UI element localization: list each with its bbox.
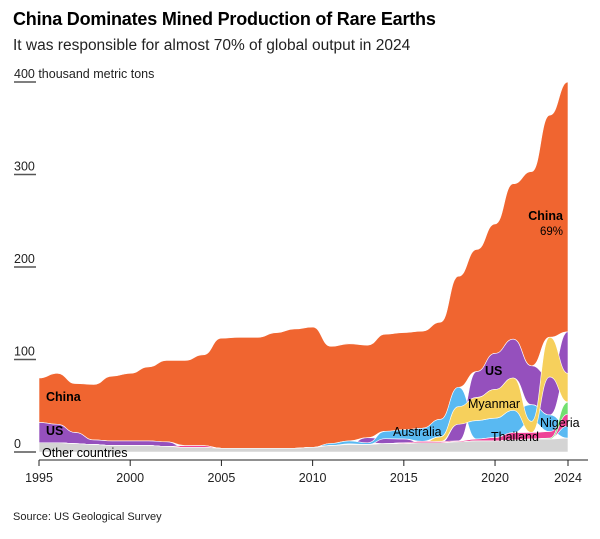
x-tick-label: 2015 [390, 471, 418, 485]
annotation-thailand: Thailand [491, 430, 539, 444]
chart-subtitle: It was responsible for almost 70% of glo… [13, 37, 411, 54]
x-tick-label: 1995 [25, 471, 53, 485]
x-tick-label: 2010 [299, 471, 327, 485]
annotation-china-share: 69% [540, 226, 563, 238]
y-tick-label: 300 [14, 160, 35, 174]
chart-title: China Dominates Mined Production of Rare… [13, 9, 436, 29]
annotation-myanmar: Myanmar [468, 397, 520, 411]
y-tick-label: 400 thousand metric tons [14, 67, 154, 81]
x-tick-label: 2020 [481, 471, 509, 485]
x-tick-label: 2005 [208, 471, 236, 485]
annotation-china-2024: China [528, 209, 564, 223]
y-tick-label: 200 [14, 252, 35, 266]
annotation-us-1995: US [46, 424, 63, 438]
chart-source: Source: US Geological Survey [13, 511, 162, 523]
annotation-australia: Australia [393, 425, 442, 439]
y-tick-label: 100 [14, 345, 35, 359]
annotation-other-countries: Other countries [42, 446, 127, 460]
annotation-nigeria: Nigeria [540, 416, 580, 430]
x-tick-label: 2000 [116, 471, 144, 485]
area-other-countries [38, 437, 569, 453]
y-tick-label: 0 [14, 437, 21, 451]
annotation-us-2020: US [485, 364, 502, 378]
annotation-china-1995: China [46, 390, 82, 404]
x-tick-label: 2024 [554, 471, 582, 485]
